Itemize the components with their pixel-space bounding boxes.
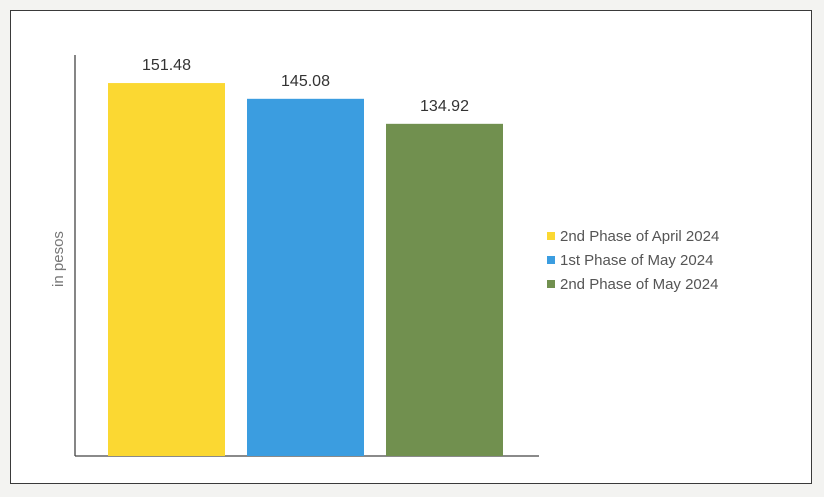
bar bbox=[247, 98, 364, 456]
legend-item: 1st Phase of May 2024 bbox=[547, 248, 719, 272]
legend: 2nd Phase of April 2024 1st Phase of May… bbox=[547, 224, 719, 296]
legend-item: 2nd Phase of April 2024 bbox=[547, 224, 719, 248]
bars: 151.48 145.08 134.92 bbox=[108, 57, 503, 456]
legend-label: 2nd Phase of April 2024 bbox=[560, 227, 720, 245]
bar-value-label: 151.48 bbox=[142, 57, 191, 74]
bar bbox=[108, 83, 225, 456]
legend-swatch bbox=[547, 280, 555, 288]
bar-value-label: 145.08 bbox=[281, 73, 330, 90]
bar-value-label: 134.92 bbox=[420, 98, 469, 115]
legend-label: 1st Phase of May 2024 bbox=[560, 251, 714, 269]
bar-chart: in pesos 151.48 145.08 134.92 bbox=[50, 55, 539, 457]
legend-swatch bbox=[547, 256, 555, 264]
chart-frame: in pesos 151.48 145.08 134.92 2nd Phase of… bbox=[10, 10, 812, 484]
legend-swatch bbox=[547, 232, 555, 240]
legend-label: 2nd Phase of May 2024 bbox=[560, 275, 719, 293]
y-axis-label: in pesos bbox=[50, 231, 67, 287]
legend-item: 2nd Phase of May 2024 bbox=[547, 272, 719, 296]
bar bbox=[386, 123, 503, 456]
